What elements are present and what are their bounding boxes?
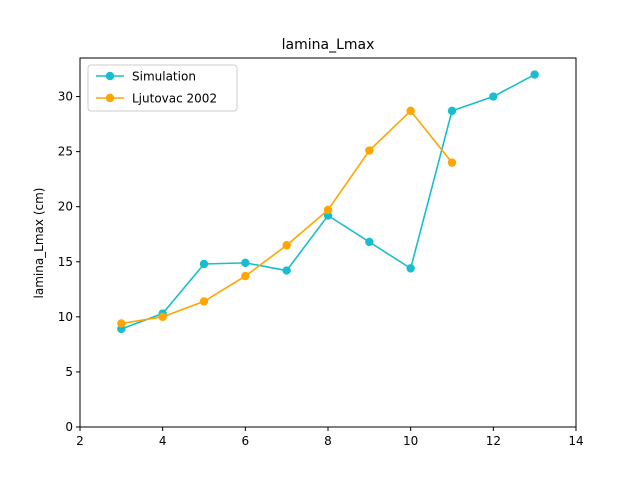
y-tick-label: 0: [65, 420, 73, 434]
data-point-ljutovac-2002: [323, 205, 333, 215]
y-axis-label: lamina_Lmax (cm): [32, 188, 46, 299]
data-point-simulation: [530, 70, 539, 79]
plot-area: [79, 57, 577, 428]
legend-box: [87, 64, 238, 112]
series-line-simulation: [121, 73, 536, 330]
data-point-ljutovac-2002: [241, 271, 250, 281]
legend-marker-ljutovac-2002: [105, 93, 115, 103]
y-tick-label: 5: [65, 365, 73, 379]
data-point-simulation: [365, 237, 374, 247]
x-tick-label: 4: [159, 434, 167, 448]
series-layer: [117, 70, 539, 334]
data-point-ljutovac-2002: [406, 106, 415, 116]
series-line-ljutovac-2002: [121, 109, 453, 325]
data-point-ljutovac-2002: [447, 158, 457, 167]
data-point-ljutovac-2002: [365, 146, 374, 155]
data-point-ljutovac-2002: [117, 319, 126, 328]
data-point-simulation: [489, 92, 498, 101]
x-tick-label: 6: [242, 434, 250, 448]
data-point-simulation: [241, 258, 250, 268]
x-tick-label: 12: [486, 434, 501, 448]
y-axis: 0 5 10 15 20 25 30: [58, 90, 80, 434]
y-tick-label: 30: [58, 90, 73, 104]
x-tick-label: 8: [324, 434, 332, 448]
x-tick-label: 2: [76, 434, 84, 448]
y-tick-label: 20: [58, 200, 73, 214]
data-point-ljutovac-2002: [158, 312, 167, 322]
legend: Simulation Ljutovac 2002: [87, 64, 238, 112]
y-tick-label: 15: [58, 255, 73, 269]
legend-label-ljutovac-2002: Ljutovac 2002: [132, 92, 217, 106]
data-point-simulation: [199, 259, 209, 269]
y-tick-label: 25: [58, 145, 73, 159]
data-point-simulation: [406, 264, 415, 273]
plot-frame: [79, 57, 577, 428]
legend-marker-simulation: [105, 71, 115, 81]
data-point-ljutovac-2002: [199, 297, 209, 306]
data-point-simulation: [447, 106, 457, 116]
x-axis: 2 4 6 8 10 12 14: [76, 427, 584, 448]
data-point-simulation: [282, 266, 291, 275]
y-tick-label: 10: [58, 310, 73, 324]
x-tick-label: 10: [403, 434, 418, 448]
data-point-ljutovac-2002: [282, 241, 291, 250]
x-tick-label: 14: [568, 434, 583, 448]
legend-label-simulation: Simulation: [132, 70, 196, 84]
chart-title: lamina_Lmax: [282, 37, 375, 53]
